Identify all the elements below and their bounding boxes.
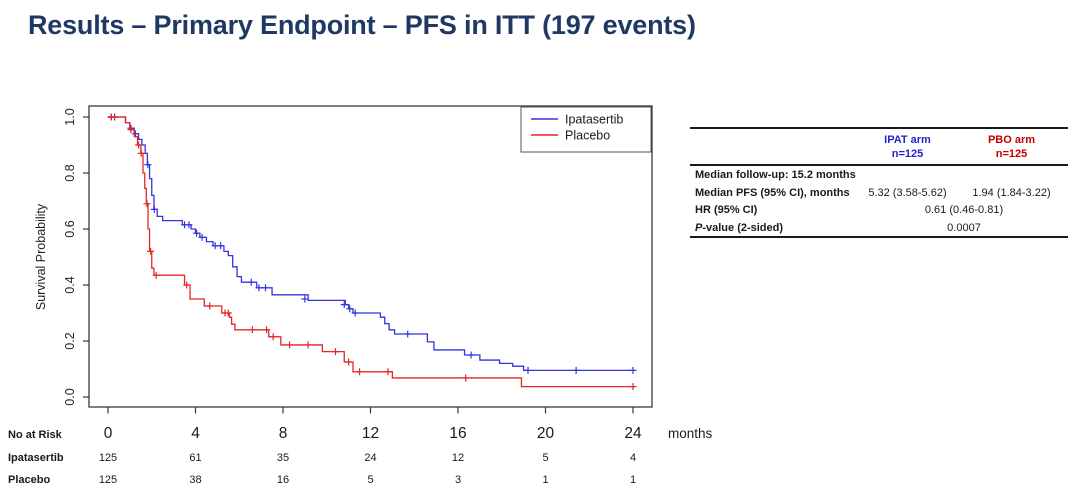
- row-hr: HR (95% CI) 0.61 (0.46-0.81): [690, 201, 1068, 219]
- risk-value: 5: [367, 474, 373, 486]
- x-axis-tick-label: 12: [362, 425, 379, 442]
- x-axis-tick-label: 4: [191, 425, 200, 442]
- risk-value: 1: [630, 474, 636, 486]
- risk-value: 38: [189, 474, 201, 486]
- pbo-arm-label: PBO arm: [987, 134, 1036, 146]
- risk-value: 3: [455, 474, 461, 486]
- x-axis-tick-label: 16: [449, 425, 466, 442]
- legend-label-placebo: Placebo: [565, 129, 610, 143]
- y-axis-tick-label: 0.2: [63, 332, 77, 349]
- row-median-pfs: Median PFS (95% CI), months 5.32 (3.58-5…: [690, 184, 1068, 202]
- ipat-arm-label: IPAT arm: [884, 134, 931, 146]
- risk-table-header: No at Risk: [8, 429, 63, 441]
- risk-row-label-placebo: Placebo: [8, 474, 50, 486]
- y-axis-title: Survival Probability: [34, 203, 48, 310]
- risk-value: 12: [452, 452, 464, 464]
- slide-title: Results – Primary Endpoint – PFS in ITT …: [28, 10, 696, 40]
- legend-box: [520, 106, 652, 153]
- km-plot: 0.0 0.2 0.4 0.6 0.8 1.0 Survival Probability 0 4…: [8, 105, 713, 486]
- risk-value: 35: [277, 452, 289, 464]
- row-pvalue: P-value (2-sided) 0.0007: [690, 219, 1068, 237]
- censor-marks-ipatasertib: [107, 113, 637, 374]
- median-followup-label: Median follow-up: 15.2 months: [695, 169, 856, 181]
- pvalue-label-italic-p: P: [695, 221, 703, 234]
- risk-value: 24: [364, 452, 376, 464]
- y-axis-tick-label: 0.8: [63, 164, 77, 181]
- risk-value: 5: [542, 452, 548, 464]
- x-axis-tick-label: 8: [279, 425, 288, 442]
- y-axis-tick-label: 0.0: [63, 388, 77, 405]
- hr-value: 0.61 (0.46-0.81): [924, 204, 1004, 216]
- pbo-n-label: n=125: [995, 148, 1028, 160]
- risk-row-label-ipatasertib: Ipatasertib: [8, 452, 64, 464]
- risk-value: 125: [99, 452, 117, 464]
- risk-value: 4: [630, 452, 636, 464]
- censor-marks-placebo: [107, 113, 637, 391]
- header-pbo-arm: PBO arm n=125: [955, 133, 1068, 161]
- y-axis-tick-label: 1.0: [63, 108, 77, 125]
- x-axis-tick-label: 20: [537, 425, 555, 442]
- risk-value: 61: [189, 452, 201, 464]
- stats-table-header: IPAT arm n=125 PBO arm n=125: [690, 129, 1068, 166]
- risk-value: 16: [277, 474, 289, 486]
- header-ipat-arm: IPAT arm n=125: [860, 133, 955, 161]
- row-median-followup: Median follow-up: 15.2 months: [690, 166, 1068, 184]
- y-axis-tick-label: 0.4: [63, 276, 77, 293]
- x-axis-tick-label: 0: [104, 425, 113, 442]
- risk-value: 125: [99, 474, 117, 486]
- pvalue-label: P-value (2-sided): [690, 222, 860, 234]
- pvalue-label-rest: -value (2-sided): [702, 221, 784, 234]
- pvalue-value: 0.0007: [947, 221, 981, 234]
- median-pfs-ipat-value: 5.32 (3.58-5.62): [868, 186, 947, 199]
- stats-table: IPAT arm n=125 PBO arm n=125 Median foll…: [690, 127, 1068, 238]
- km-curve-ipatasertib: [108, 116, 633, 372]
- x-axis-tick-label: 24: [624, 425, 642, 442]
- ipat-n-label: n=125: [891, 148, 924, 160]
- median-pfs-label: Median PFS (95% CI), months: [695, 186, 850, 199]
- hr-label: HR (95% CI): [695, 204, 758, 216]
- x-axis-title: months: [668, 426, 713, 441]
- km-curve-placebo: [108, 116, 633, 388]
- risk-value: 1: [542, 474, 548, 486]
- y-axis-tick-label: 0.6: [63, 220, 77, 237]
- median-pfs-pbo-value: 1.94 (1.84-3.22): [972, 186, 1051, 199]
- legend-label-ipatasertib: Ipatasertib: [565, 113, 623, 127]
